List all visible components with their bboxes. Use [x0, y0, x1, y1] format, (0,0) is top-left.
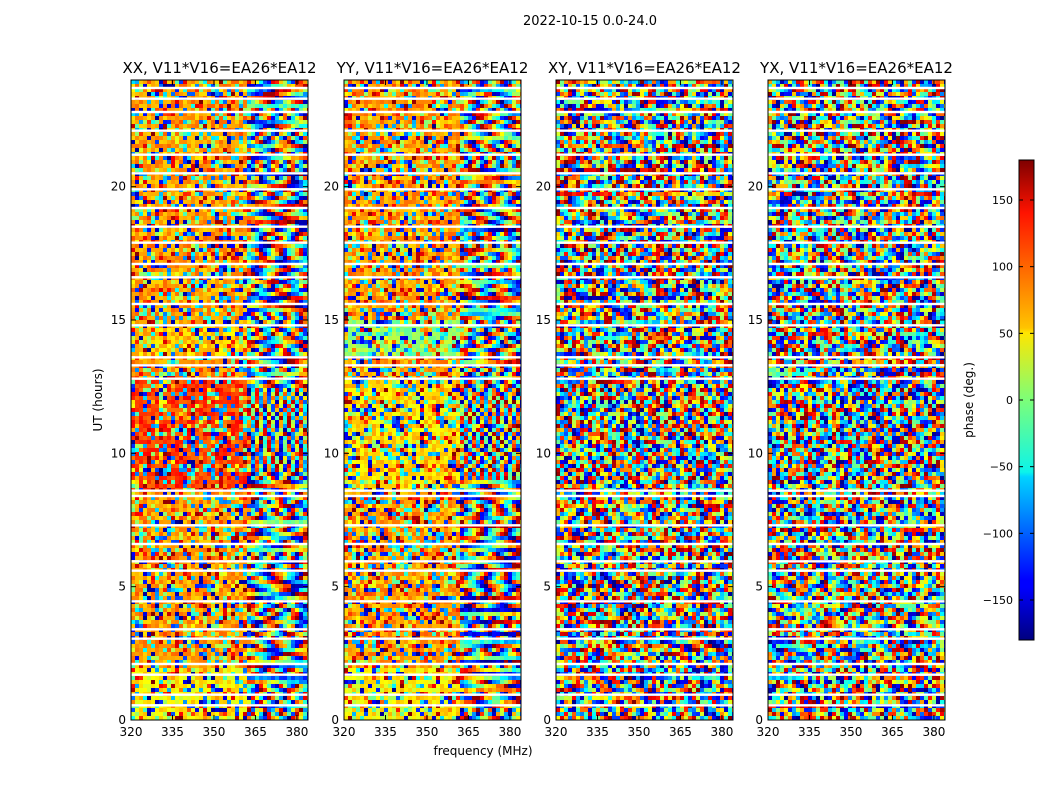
y-tick-label: 20: [536, 180, 551, 194]
x-tick-label: 350: [416, 725, 439, 739]
x-axis-label: frequency (MHz): [433, 744, 532, 758]
x-tick-label: 320: [757, 725, 780, 739]
x-tick-label: 335: [586, 725, 609, 739]
panel-frame: [130, 79, 309, 721]
panel-title: YY, V11*V16=EA26*EA12: [336, 59, 529, 77]
colorbar-tick-label: 150: [992, 194, 1013, 207]
y-tick-label: 5: [543, 580, 551, 594]
y-tick-label: 20: [111, 180, 126, 194]
panel-frame: [767, 79, 946, 721]
panel-title: YX, V11*V16=EA26*EA12: [759, 59, 953, 77]
y-tick-label: 10: [748, 446, 763, 460]
y-tick-label: 15: [748, 313, 763, 327]
colorbar-tick-label: −100: [983, 527, 1013, 540]
y-tick-label: 0: [331, 713, 339, 727]
y-tick-label: 0: [755, 713, 763, 727]
colorbar-tick-label: 100: [992, 261, 1013, 274]
x-tick-label: 335: [798, 725, 821, 739]
colorbar-tick-label: 50: [999, 327, 1013, 340]
x-tick-label: 350: [628, 725, 651, 739]
phase-heatmap-0: [131, 80, 308, 720]
x-tick-label: 380: [285, 725, 308, 739]
panel-1: YY, V11*V16=EA26*EA12 320 335 350 365 380 0 5 10…: [324, 59, 533, 758]
y-tick-label: 10: [324, 446, 339, 460]
x-tick-label: 320: [120, 725, 143, 739]
y-tick-label: 20: [748, 180, 763, 194]
y-tick-label: 15: [536, 313, 551, 327]
panel-frame: [555, 79, 734, 721]
y-tick-label: 0: [543, 713, 551, 727]
colorbar-tick-label: 0: [1006, 394, 1013, 407]
y-tick-label: 10: [536, 446, 551, 460]
y-tick-label: 0: [118, 713, 126, 727]
y-tick-label: 15: [324, 313, 339, 327]
colorbar-tick-label: −150: [983, 594, 1013, 607]
panel-3: YX, V11*V16=EA26*EA12 320 335 350 365 380 0 5 10…: [748, 59, 953, 739]
colorbar: 150 100 50 0 −50 −100 −150 phase (deg.): [962, 159, 1035, 641]
x-tick-label: 350: [840, 725, 863, 739]
x-tick-label: 365: [881, 725, 904, 739]
y-tick-label: 5: [755, 580, 763, 594]
phase-heatmap-1: [344, 80, 521, 720]
y-tick-label: 10: [111, 446, 126, 460]
y-axis-label: UT (hours): [91, 368, 105, 431]
x-tick-label: 365: [244, 725, 267, 739]
x-tick-label: 365: [457, 725, 480, 739]
x-tick-label: 335: [374, 725, 397, 739]
x-tick-label: 320: [333, 725, 356, 739]
y-tick-label: 5: [118, 580, 126, 594]
x-tick-label: 350: [203, 725, 226, 739]
panel-2: XY, V11*V16=EA26*EA12 320 335 350 365 380 0 5 10…: [536, 59, 741, 739]
y-tick-label: 5: [331, 580, 339, 594]
x-tick-label: 380: [922, 725, 945, 739]
panel-frame: [343, 79, 522, 721]
x-tick-label: 365: [669, 725, 692, 739]
figure-title: 2022-10-15 0.0-24.0: [0, 14, 1050, 29]
colorbar-tick-label: −50: [990, 461, 1013, 474]
x-tick-label: 320: [545, 725, 568, 739]
phase-heatmap-3: [768, 80, 945, 720]
x-tick-label: 335: [161, 725, 184, 739]
panel-title: XX, V11*V16=EA26*EA12: [122, 59, 316, 77]
panel-0: XX, V11*V16=EA26*EA12 320 335 350 365 380 0 5 10…: [91, 59, 317, 739]
x-tick-label: 380: [498, 725, 521, 739]
y-tick-label: 20: [324, 180, 339, 194]
x-tick-label: 380: [710, 725, 733, 739]
panel-title: XY, V11*V16=EA26*EA12: [548, 59, 741, 77]
phase-heatmap-2: [556, 80, 733, 720]
y-tick-label: 15: [111, 313, 126, 327]
colorbar-label: phase (deg.): [962, 362, 976, 438]
